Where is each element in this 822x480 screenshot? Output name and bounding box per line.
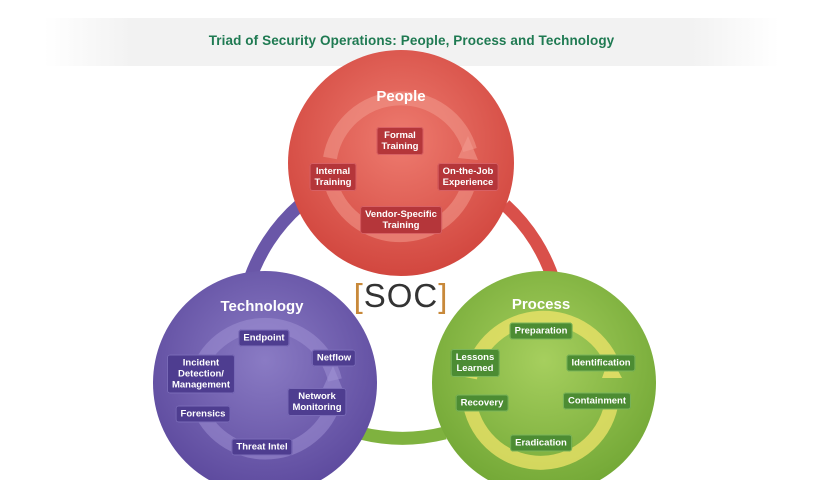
process-cycle-arrow-lower <box>463 398 619 470</box>
people-title: People <box>376 88 426 105</box>
people-item-vendor-specific-training: Vendor-Specific Training <box>360 206 442 234</box>
people-item-formal-training: Formal Training <box>376 127 424 155</box>
technology-item-network-monitoring: Network Monitoring <box>287 388 347 416</box>
technology-arrowhead <box>323 366 343 390</box>
soc-label: [SOC] <box>353 277 449 314</box>
technology-item-endpoint: Endpoint <box>238 329 290 347</box>
soc-text: SOC <box>363 277 439 314</box>
technology-item-forensics: Forensics <box>175 405 231 423</box>
process-title: Process <box>511 296 571 313</box>
people-item-on-the-job-experience: On-the-Job Experience <box>437 163 499 191</box>
technology-item-netflow: Netflow <box>311 349 357 367</box>
process-item-eradication: Eradication <box>510 434 572 452</box>
technology-item-threat-intel: Threat Intel <box>231 438 293 456</box>
connector-process-technology <box>358 426 447 445</box>
people-item-internal-training: Internal Training <box>309 163 357 191</box>
people-circle <box>288 50 514 276</box>
people-cycle-arrow <box>323 91 477 160</box>
people-arrowhead <box>458 136 478 160</box>
process-item-lessons-learned: Lessons Learned <box>450 349 500 377</box>
people-cycle-arrow-lower <box>323 178 477 243</box>
diagram-title: Triad of Security Operations: People, Pr… <box>208 33 615 48</box>
process-item-containment: Containment <box>562 392 632 410</box>
technology-title: Technology <box>220 298 304 315</box>
process-item-identification: Identification <box>566 354 636 372</box>
process-item-preparation: Preparation <box>509 322 573 340</box>
technology-item-incident-detection: Incident Detection/Management <box>166 354 236 394</box>
process-item-recovery: Recovery <box>455 394 509 412</box>
